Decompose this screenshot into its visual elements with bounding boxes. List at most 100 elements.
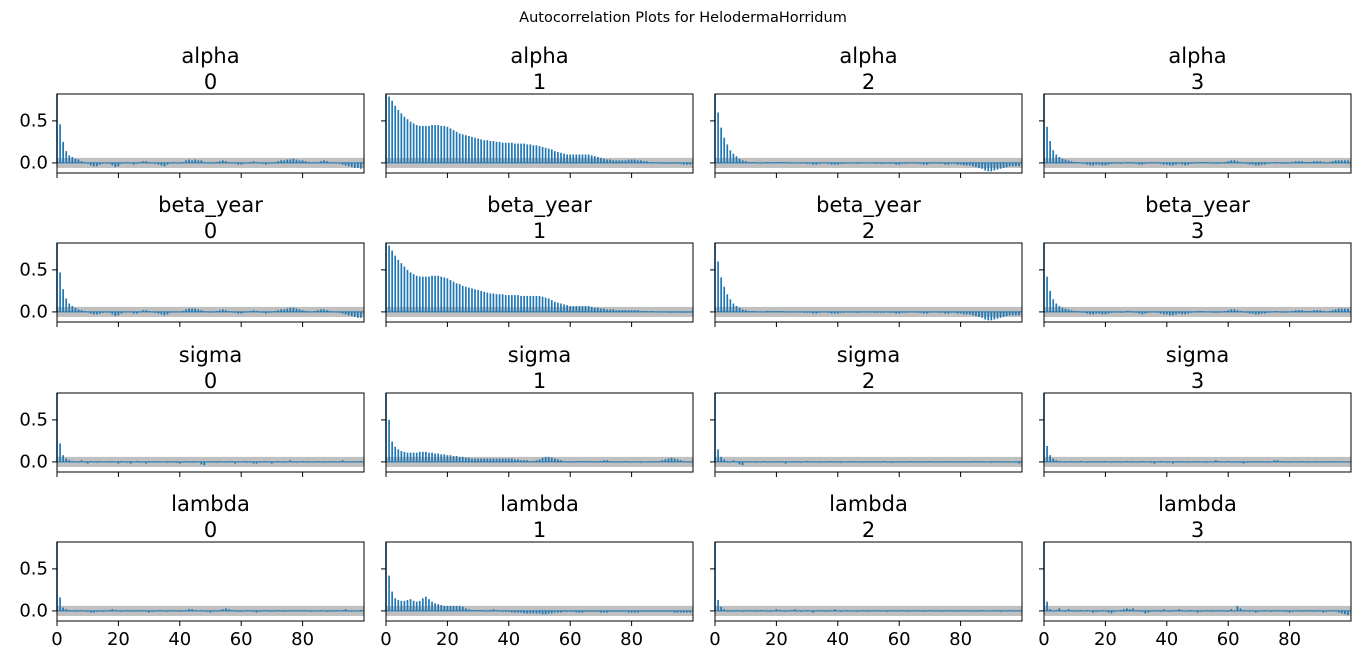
acf-bar [925, 311, 928, 314]
acf-bar [526, 610, 529, 614]
acf-bar [132, 162, 135, 165]
acf-bar [987, 162, 990, 172]
acf-bar [729, 150, 732, 163]
acf-bar [1294, 161, 1297, 163]
acf-bar [409, 121, 412, 163]
acf-bar [271, 461, 273, 464]
acf-bar [163, 162, 166, 167]
acf-bar [670, 457, 673, 462]
acf-bar [741, 309, 744, 312]
acf-bar [188, 159, 190, 163]
acf-bar [968, 162, 971, 166]
acf-bar [978, 311, 980, 317]
acf-bar [1301, 310, 1303, 312]
acf-bar [898, 162, 901, 165]
acf-bar [425, 276, 427, 312]
acf-bar [972, 162, 974, 167]
acf-bar [895, 311, 897, 314]
acf-bar [1101, 311, 1104, 315]
acf-bar [492, 141, 495, 163]
acf-bar [71, 157, 74, 163]
acf-bar [643, 161, 645, 163]
acf-bar [1046, 601, 1048, 611]
acf-bar [507, 295, 510, 312]
acf-bar [1089, 311, 1091, 315]
y-tick-label: 0.0 [19, 600, 48, 621]
acf-bar [468, 457, 470, 462]
acf-bar [477, 458, 479, 462]
acf-bar [1005, 311, 1008, 317]
acf-bar [517, 610, 519, 613]
acf-bar [541, 146, 544, 163]
acf-bar [833, 609, 836, 611]
acf-bar [1049, 455, 1051, 462]
acf-bar [1175, 162, 1177, 165]
acf-bar [1095, 311, 1098, 314]
acf-bar [1046, 276, 1048, 312]
acf-bar [418, 125, 421, 163]
acf-bar [944, 311, 947, 314]
acf-bar [833, 311, 836, 314]
acf-bar [391, 441, 393, 462]
acf-bar [1288, 610, 1291, 613]
acf-bar [301, 310, 304, 312]
acf-bar [92, 311, 95, 315]
acf-bar [1153, 461, 1156, 464]
acf-bar [240, 162, 243, 165]
acf-bar [1070, 310, 1073, 312]
acf-bar [1098, 162, 1101, 165]
acf-bar [1261, 162, 1263, 165]
acf-bar [458, 456, 461, 462]
acf-bar [434, 603, 436, 611]
acf-bar [1058, 608, 1061, 611]
acf-bar [234, 461, 236, 464]
acf-bar [1132, 608, 1134, 611]
acf-bar [458, 605, 461, 611]
acf-bar [723, 286, 726, 312]
acf-bar [732, 153, 735, 163]
panel-title-sigma-0: sigma [179, 343, 242, 367]
acf-bar [1162, 609, 1165, 611]
acf-bar [160, 162, 163, 166]
acf-bar [437, 604, 440, 611]
acf-bar [120, 311, 123, 314]
acf-bar [298, 160, 301, 163]
acf-bar [544, 297, 547, 312]
acf-bar [1008, 311, 1011, 316]
axes-frame [1043, 541, 1352, 622]
acf-bar [403, 600, 406, 611]
acf-bar [166, 162, 169, 165]
acf-bar [200, 160, 203, 163]
acf-bar [520, 460, 522, 462]
acf-bar [596, 307, 599, 312]
acf-bar [357, 311, 359, 318]
acf-bar [415, 452, 418, 462]
axes-frame [714, 541, 1023, 622]
acf-bar [449, 279, 452, 312]
acf-bar [1101, 162, 1104, 166]
acf-bar [1254, 162, 1257, 166]
acf-bar [1052, 299, 1055, 312]
acf-bar [440, 454, 443, 462]
acf-bar [830, 162, 833, 165]
acf-bar [984, 162, 987, 171]
axes-frame [1043, 93, 1352, 174]
acf-bar [1002, 311, 1005, 317]
acf-bar [1147, 610, 1150, 613]
acf-bar [630, 159, 633, 163]
acf-bar [544, 610, 547, 615]
panel-subtitle-lambda-2: 2 [862, 518, 875, 542]
acf-bar [554, 301, 556, 312]
acf-bar [111, 162, 114, 166]
acf-bar [203, 461, 206, 466]
acf-bar [1018, 162, 1020, 167]
x-tick-label: 20 [436, 629, 459, 650]
acf-bar [391, 250, 393, 312]
acf-bar [1049, 290, 1051, 312]
acf-bar [566, 154, 568, 163]
axes-frame [56, 392, 365, 473]
acf-bar [209, 610, 212, 613]
panel-subtitle-lambda-3: 3 [1191, 518, 1204, 542]
acf-bar [437, 125, 440, 163]
acf-bar [538, 610, 541, 614]
